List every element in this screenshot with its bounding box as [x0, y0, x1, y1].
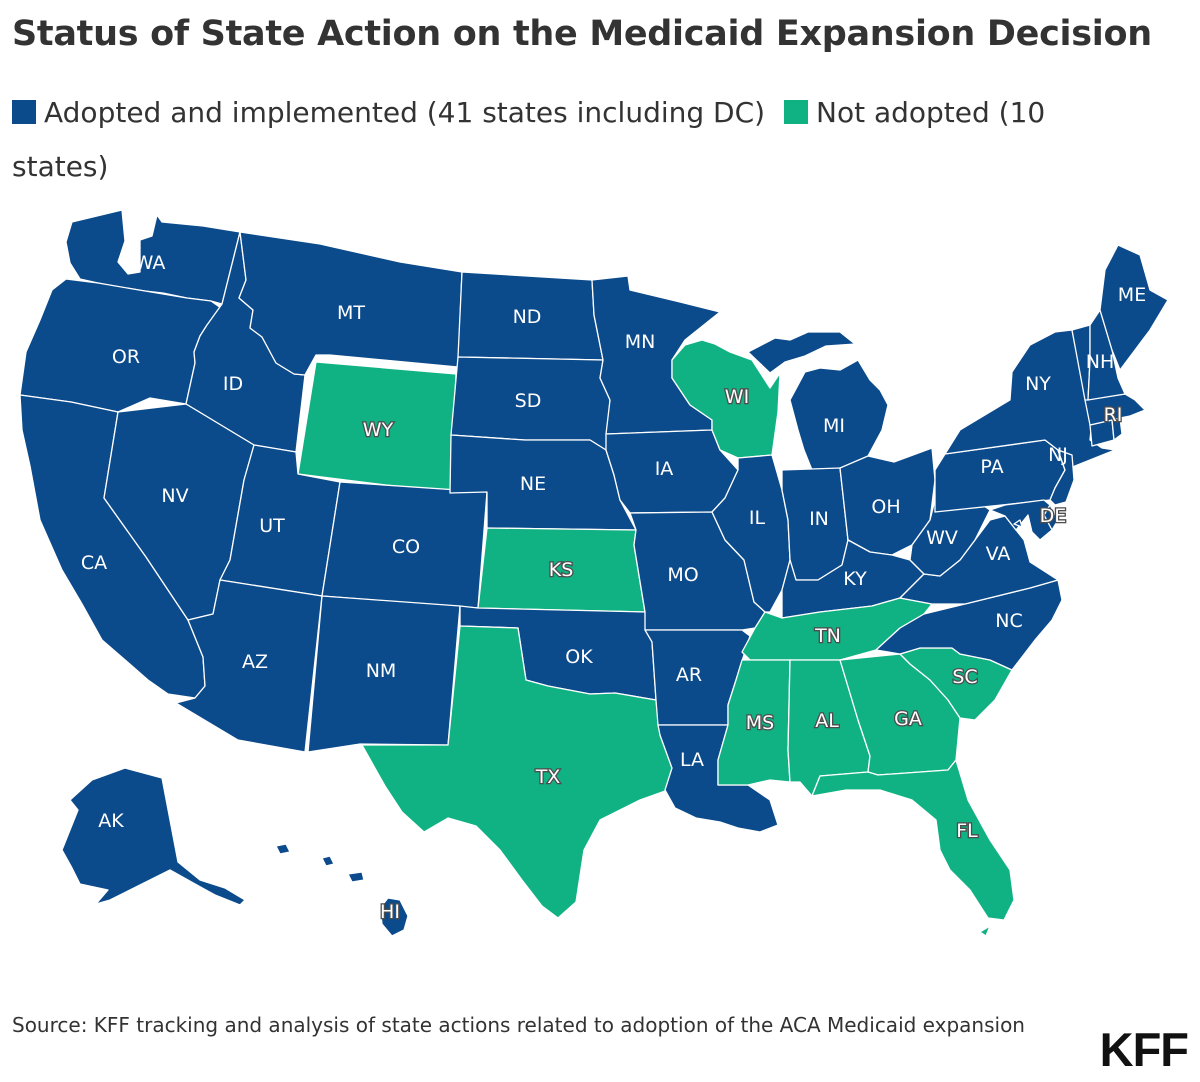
- state-label-va: VA: [986, 543, 1011, 565]
- state-ak: [61, 767, 246, 906]
- state-label-al: AL: [815, 710, 839, 732]
- state-label-nj: NJ: [1048, 444, 1068, 466]
- state-label-ne: NE: [520, 473, 546, 495]
- state-me: [1099, 244, 1169, 371]
- state-label-mt: MT: [337, 302, 365, 324]
- state-label-co: CO: [392, 536, 420, 558]
- state-label-mo: MO: [667, 564, 698, 586]
- chart-title: Status of State Action on the Medicaid E…: [12, 14, 1152, 54]
- state-label-pa: PA: [980, 456, 1003, 478]
- state-dc: [1013, 519, 1023, 528]
- state-label-az: AZ: [242, 651, 268, 673]
- state-label-sc: SC: [952, 666, 977, 688]
- state-label-wy: WY: [363, 419, 394, 441]
- state-nj: [1049, 449, 1075, 506]
- state-label-nm: NM: [366, 660, 397, 682]
- state-label-mn: MN: [625, 331, 656, 353]
- state-label-ny: NY: [1025, 373, 1051, 395]
- legend-label-not-adopted: Not adopted (10 states): [12, 96, 1046, 183]
- state-label-fl: FL: [956, 820, 978, 842]
- state-label-or: OR: [112, 346, 140, 368]
- state-label-ia: IA: [655, 458, 674, 480]
- state-label-ga: GA: [894, 708, 922, 730]
- state-label-ca: CA: [81, 552, 107, 574]
- state-fl: [811, 759, 1015, 921]
- state-label-ut: UT: [259, 515, 285, 537]
- legend-swatch-adopted: [12, 100, 36, 124]
- state-label-hi: HI: [380, 901, 400, 923]
- source-note: Source: KFF tracking and analysis of sta…: [12, 1013, 1025, 1037]
- state-label-de: DE: [1040, 505, 1067, 527]
- state-label-ri: RI: [1104, 404, 1123, 426]
- state-label-id: ID: [223, 373, 243, 395]
- state-label-oh: OH: [871, 496, 900, 518]
- state-az: [175, 579, 323, 753]
- state-label-ak: AK: [98, 810, 124, 832]
- state-label-tx: TX: [535, 766, 561, 788]
- state-label-nh: NH: [1086, 351, 1115, 373]
- legend-item-not-adopted: Not adopted (10 states): [12, 96, 1045, 183]
- state-tx: [361, 625, 673, 919]
- state-label-in: IN: [809, 508, 829, 530]
- state-label-nv: NV: [161, 485, 188, 507]
- state-label-ar: AR: [676, 664, 702, 686]
- legend-swatch-not-adopted: [784, 100, 808, 124]
- state-label-ms: MS: [746, 712, 774, 734]
- state-label-ky: KY: [843, 568, 867, 590]
- state-label-wv: WV: [926, 527, 958, 549]
- state-label-sd: SD: [515, 390, 542, 412]
- state-label-la: LA: [680, 749, 704, 771]
- state-mt: [238, 231, 463, 376]
- state-label-il: IL: [749, 507, 766, 529]
- state-label-wa: WA: [135, 252, 166, 274]
- state-fl-keys: [979, 925, 991, 937]
- legend-label-adopted: Adopted and implemented (41 states inclu…: [44, 96, 766, 129]
- kff-logo: KFF: [1099, 1023, 1189, 1076]
- state-label-tn: TN: [814, 625, 841, 647]
- state-label-nd: ND: [513, 306, 542, 328]
- state-label-nc: NC: [995, 610, 1022, 632]
- state-label-me: ME: [1118, 284, 1146, 306]
- state-wv: [909, 499, 991, 577]
- state-ma: [1084, 393, 1146, 426]
- state-wi: [671, 339, 781, 459]
- legend: Adopted and implemented (41 states inclu…: [12, 86, 1152, 194]
- state-label-wi: WI: [725, 386, 749, 408]
- state-hi: [275, 843, 409, 937]
- state-md: [989, 499, 1053, 541]
- state-mi: [747, 331, 889, 471]
- state-label-mi: MI: [823, 415, 845, 437]
- state-label-ok: OK: [565, 646, 593, 668]
- us-map: WA OR CA ID NV MT WY UT AZ CO NM ND SD N…: [19, 209, 1169, 937]
- legend-item-adopted: Adopted and implemented (41 states inclu…: [12, 96, 765, 129]
- state-label-ks: KS: [549, 559, 574, 581]
